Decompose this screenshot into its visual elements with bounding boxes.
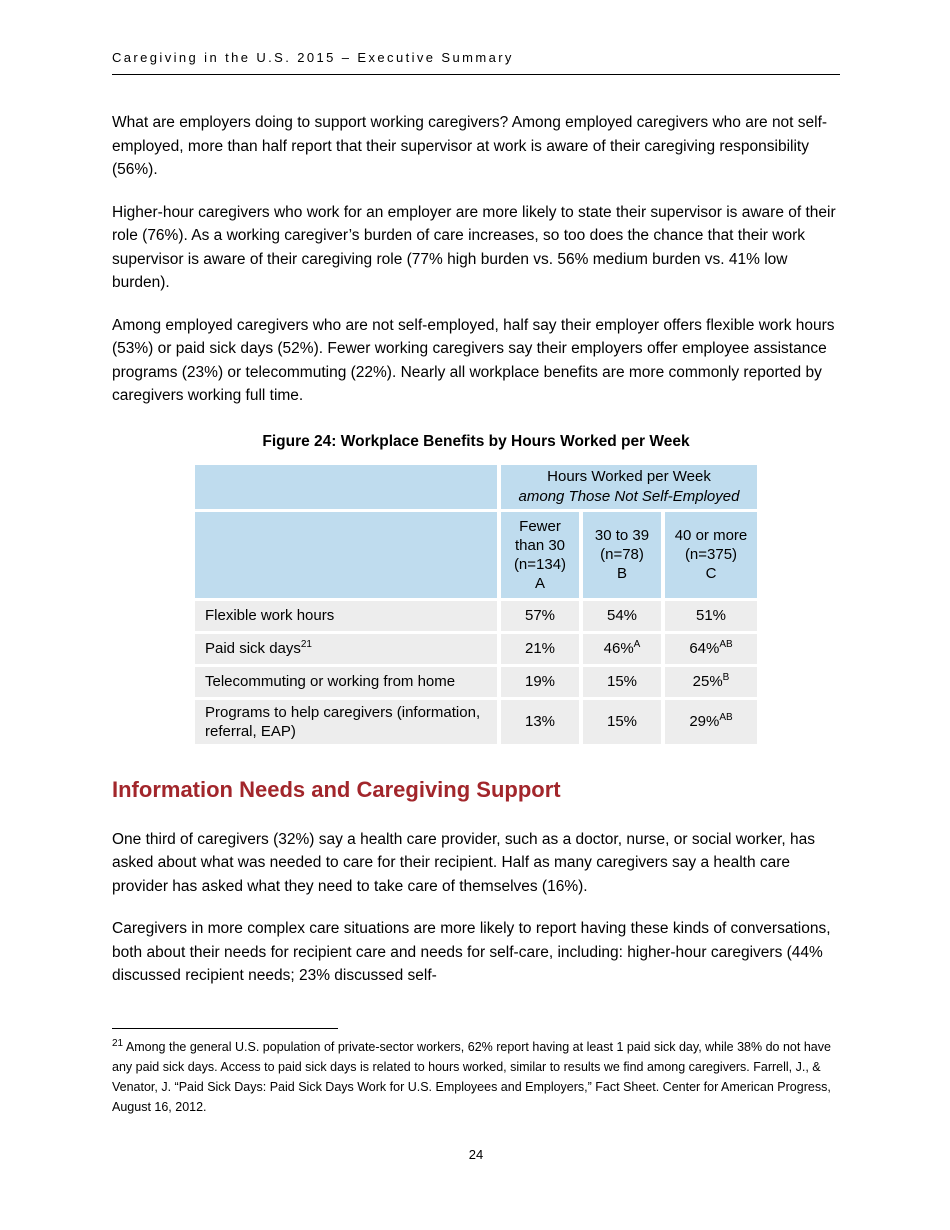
- footnote: 21 Among the general U.S. population of …: [112, 1027, 840, 1117]
- paragraph-2: Higher-hour caregivers who work for an e…: [112, 203, 836, 292]
- row-label: Programs to help caregivers (information…: [195, 699, 497, 744]
- footnote-text: Among the general U.S. population of pri…: [112, 1039, 831, 1114]
- column-header-row: Fewer than 30 (n=134) A 30 to 39 (n=78) B 40 or…: [195, 511, 757, 598]
- value-cell: 57%: [501, 600, 579, 631]
- value-cell: 25%B: [665, 666, 757, 697]
- footnote-rule: [112, 1027, 338, 1029]
- footnote-number: 21: [112, 1037, 124, 1049]
- running-header: Caregiving in the U.S. 2015 – Executive …: [112, 50, 840, 75]
- row-label: Telecommuting or working from home: [195, 666, 497, 697]
- table-row: Flexible work hours 57% 54% 51%: [195, 600, 757, 631]
- value-cell: 15%: [583, 666, 661, 697]
- section-heading: Information Needs and Caregiving Support: [112, 776, 561, 802]
- corner-cell-2: [195, 511, 497, 598]
- span-header-line2: among Those Not Self-Employed: [518, 487, 740, 505]
- value-cell: 15%: [583, 699, 661, 744]
- row-label: Paid sick days21: [195, 633, 497, 664]
- table-row: Paid sick days21 21% 46%A 64%AB: [195, 633, 757, 664]
- column-header-b: 30 to 39 (n=78) B: [583, 511, 661, 598]
- paragraph-3: Among employed caregivers who are not se…: [112, 316, 835, 405]
- column-header-a: Fewer than 30 (n=134) A: [501, 511, 579, 598]
- body-text: What are employers doing to support work…: [112, 111, 840, 408]
- row-label: Flexible work hours: [195, 600, 497, 631]
- value-cell: 29%AB: [665, 699, 757, 744]
- span-header-line1: Hours Worked per Week: [547, 467, 711, 485]
- value-cell: 13%: [501, 699, 579, 744]
- value-cell: 46%A: [583, 633, 661, 664]
- workplace-benefits-table: Hours Worked per Week among Those Not Se…: [191, 462, 761, 747]
- table-row: Programs to help caregivers (information…: [195, 699, 757, 744]
- page-number: 24: [468, 1146, 484, 1162]
- value-cell: 54%: [583, 600, 661, 631]
- paragraph-4: One third of caregivers (32%) say a heal…: [112, 830, 816, 895]
- value-cell: 51%: [665, 600, 757, 631]
- span-header-cell: Hours Worked per Week among Those Not Se…: [501, 464, 757, 509]
- footnote-text-block: 21 Among the general U.S. population of …: [112, 1037, 840, 1117]
- value-cell: 19%: [501, 666, 579, 697]
- column-header-c: 40 or more (n=375) C: [665, 511, 757, 598]
- value-cell: 21%: [501, 633, 579, 664]
- paragraph-5: Caregivers in more complex care situatio…: [112, 920, 831, 984]
- figure-title: Figure 24: Workplace Benefits by Hours W…: [262, 432, 690, 450]
- value-cell: 64%AB: [665, 633, 757, 664]
- table-row: Telecommuting or working from home 19% 15%…: [195, 666, 757, 697]
- corner-cell: [195, 464, 497, 509]
- span-header-row: Hours Worked per Week among Those Not Se…: [195, 464, 757, 509]
- body-text-2: One third of caregivers (32%) say a heal…: [112, 828, 840, 988]
- paragraph-1: What are employers doing to support work…: [112, 114, 828, 178]
